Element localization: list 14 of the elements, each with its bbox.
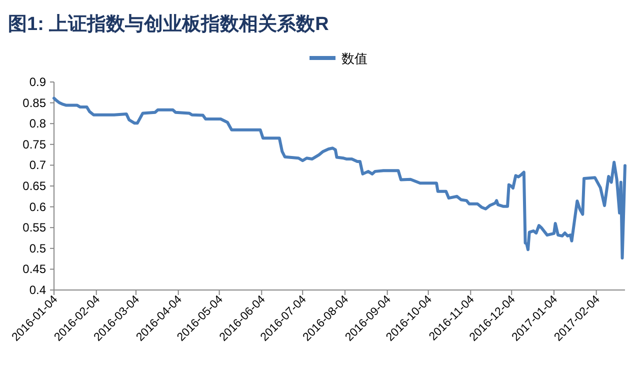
y-tick-label: 0.6 bbox=[29, 200, 46, 214]
y-tick-label: 0.55 bbox=[22, 220, 46, 235]
legend-label: 数值 bbox=[342, 51, 368, 66]
y-tick-label: 0.9 bbox=[29, 75, 46, 89]
y-tick-label: 0.65 bbox=[22, 179, 46, 193]
y-tick-label: 0.4 bbox=[29, 283, 46, 297]
y-tick-label: 0.75 bbox=[22, 137, 46, 152]
legend: 数值 bbox=[310, 51, 368, 66]
y-tick-label: 0.5 bbox=[29, 241, 46, 256]
title: 图1: 上证指数与创业板指数相关系数R bbox=[8, 14, 329, 35]
y-tick-label: 0.85 bbox=[22, 96, 46, 110]
y-tick-label: 0.7 bbox=[29, 158, 46, 172]
y-tick-label: 0.45 bbox=[22, 262, 46, 276]
y-tick-label: 0.8 bbox=[29, 116, 46, 131]
